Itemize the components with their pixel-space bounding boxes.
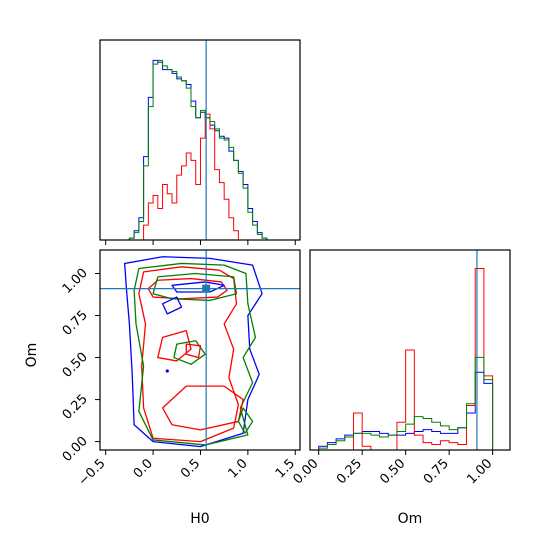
contour-line: [185, 343, 202, 359]
x-axis-label-h0: H0: [190, 511, 209, 527]
sample-dot: [165, 369, 169, 373]
contour-line: [123, 256, 263, 448]
histogram-series-group: [318, 268, 494, 450]
x-axis-label-om: Om: [398, 511, 423, 527]
contour-line: [138, 266, 240, 443]
h0-histogram-panel: [99, 39, 301, 245]
contour-group: [123, 256, 263, 448]
contour-line: [173, 340, 206, 365]
contour-line: [161, 385, 244, 431]
y-axis-label-om: Om: [24, 343, 40, 368]
histogram-series: [318, 356, 494, 450]
contour-line: [237, 407, 254, 434]
contour-line: [157, 330, 192, 362]
histogram-frame: [309, 249, 511, 451]
histogram-series: [128, 59, 268, 240]
histogram-series-group: [128, 59, 268, 240]
contour-line: [147, 277, 228, 300]
contour-line: [133, 262, 257, 446]
contour-line: [152, 272, 238, 302]
contour-line: [161, 296, 183, 315]
histogram-series: [143, 113, 239, 240]
truth-marker: [202, 284, 211, 293]
histogram-series: [318, 268, 494, 450]
